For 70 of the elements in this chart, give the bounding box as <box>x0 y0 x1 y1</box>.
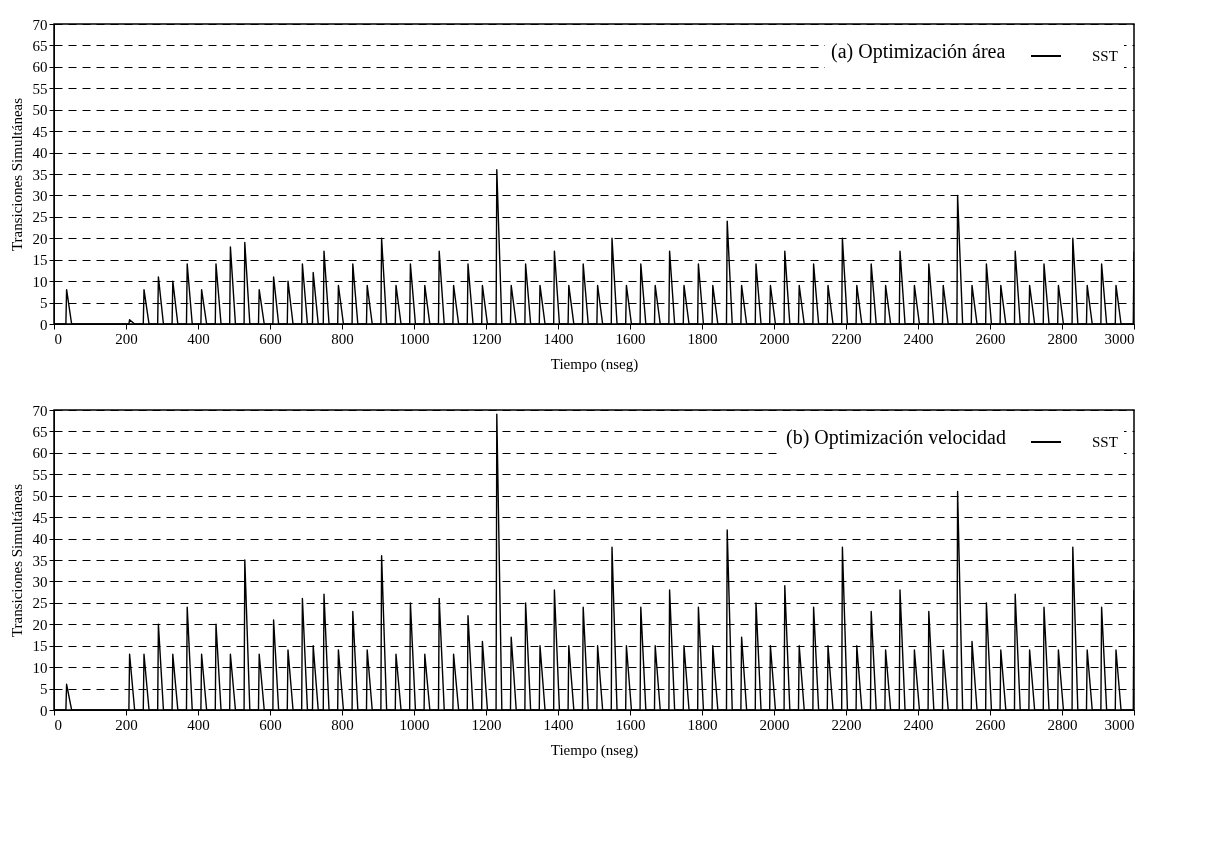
y-tick-label: 35 <box>32 166 48 183</box>
legend-label: SST <box>1092 434 1118 450</box>
x-tick-label: 2000 <box>759 716 790 733</box>
y-tick-label: 0 <box>40 702 48 719</box>
x-tick-label: 600 <box>259 330 282 347</box>
x-tick-label: 1000 <box>399 330 430 347</box>
x-tick-label: 2200 <box>831 716 862 733</box>
y-axis-title: Transiciones Simultáneas <box>8 483 25 638</box>
y-tick-label: 50 <box>32 102 48 119</box>
x-tick-label: 1000 <box>399 716 430 733</box>
x-tick-label: 2600 <box>975 330 1006 347</box>
y-tick-label: 65 <box>32 423 48 440</box>
x-tick-label: 2400 <box>903 716 934 733</box>
x-tick-label: 200 <box>115 330 138 347</box>
y-tick-label: 45 <box>32 509 48 526</box>
legend-title: (b) Optimización velocidad <box>786 426 1006 449</box>
x-tick-label: 600 <box>259 716 282 733</box>
x-tick-label: 2600 <box>975 716 1006 733</box>
x-tick-label: 2400 <box>903 330 934 347</box>
y-tick-label: 25 <box>32 595 48 612</box>
x-tick-label: 2200 <box>831 330 862 347</box>
y-axis-title: Transiciones Simultáneas <box>8 97 25 252</box>
x-tick-label: 400 <box>187 716 210 733</box>
y-tick-label: 55 <box>32 80 48 97</box>
y-tick-label: 40 <box>32 145 48 162</box>
y-tick-label: 30 <box>32 573 48 590</box>
y-tick-label: 60 <box>32 445 48 462</box>
x-tick-label: 400 <box>187 330 210 347</box>
y-tick-label: 5 <box>40 295 48 312</box>
y-tick-label: 0 <box>40 316 48 333</box>
x-axis-title: Tiempo (nseg) <box>550 355 639 373</box>
y-tick-label: 60 <box>32 59 48 76</box>
y-tick-label: 50 <box>32 488 48 505</box>
x-tick-label: 1800 <box>687 330 718 347</box>
x-tick-label: 2000 <box>759 330 790 347</box>
x-tick-label: 1600 <box>615 716 646 733</box>
legend-title: (a) Optimización área <box>831 40 1006 63</box>
y-tick-label: 10 <box>32 273 48 290</box>
y-tick-label: 15 <box>32 638 48 655</box>
x-tick-label: 1200 <box>471 330 502 347</box>
y-tick-label: 40 <box>32 531 48 548</box>
y-tick-label: 20 <box>32 616 48 633</box>
x-tick-label: 1600 <box>615 330 646 347</box>
y-tick-label: 15 <box>32 252 48 269</box>
x-tick-label: 0 <box>54 716 62 733</box>
y-tick-label: 30 <box>32 187 48 204</box>
y-tick-label: 70 <box>32 16 48 33</box>
y-tick-label: 65 <box>32 37 48 54</box>
x-tick-label: 800 <box>331 330 354 347</box>
x-tick-label: 1400 <box>543 716 574 733</box>
x-tick-label: 800 <box>331 716 354 733</box>
x-tick-label: 1400 <box>543 330 574 347</box>
x-tick-label: 1200 <box>471 716 502 733</box>
y-tick-label: 45 <box>32 123 48 140</box>
x-tick-label: 3000 <box>1104 330 1135 347</box>
y-tick-label: 5 <box>40 681 48 698</box>
legend-label: SST <box>1092 48 1118 64</box>
y-tick-label: 35 <box>32 552 48 569</box>
x-tick-label: 200 <box>115 716 138 733</box>
y-tick-label: 70 <box>32 402 48 419</box>
y-tick-label: 10 <box>32 659 48 676</box>
x-tick-label: 3000 <box>1104 716 1135 733</box>
x-tick-label: 2800 <box>1047 330 1078 347</box>
x-axis-title: Tiempo (nseg) <box>550 741 639 759</box>
x-tick-label: 1800 <box>687 716 718 733</box>
x-tick-label: 0 <box>54 330 62 347</box>
y-tick-label: 20 <box>32 230 48 247</box>
y-tick-label: 55 <box>32 466 48 483</box>
x-tick-label: 2800 <box>1047 716 1078 733</box>
y-tick-label: 25 <box>32 209 48 226</box>
